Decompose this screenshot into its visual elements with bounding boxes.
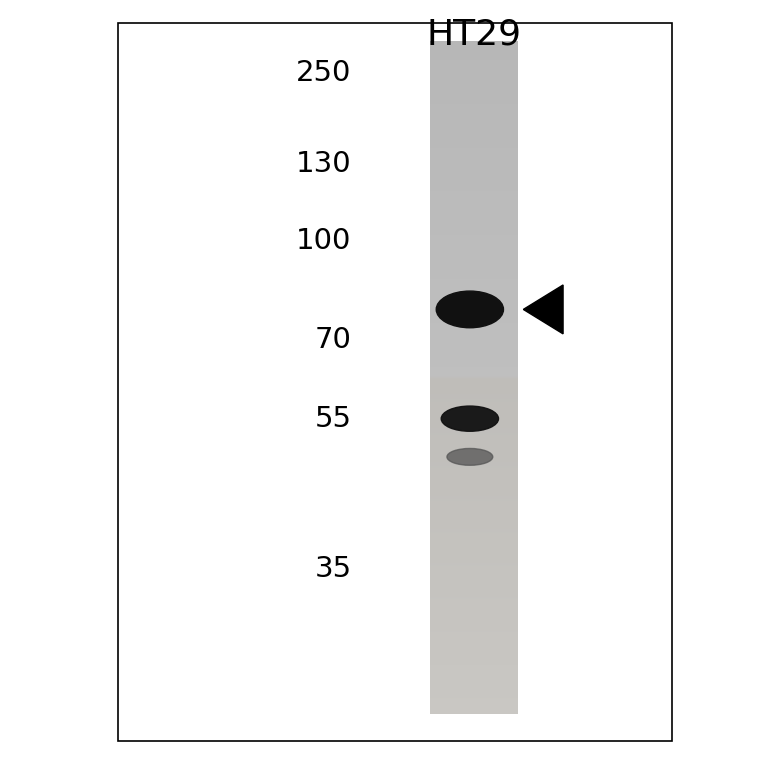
Ellipse shape xyxy=(436,291,503,328)
Text: 130: 130 xyxy=(296,151,351,178)
Polygon shape xyxy=(523,285,563,334)
Text: 55: 55 xyxy=(315,405,351,432)
Ellipse shape xyxy=(441,406,498,431)
Text: 70: 70 xyxy=(315,326,351,354)
Text: HT29: HT29 xyxy=(426,18,521,51)
Ellipse shape xyxy=(447,448,493,465)
Bar xyxy=(118,23,672,741)
Text: 35: 35 xyxy=(314,555,351,583)
Text: 250: 250 xyxy=(296,59,351,86)
Text: 100: 100 xyxy=(296,227,351,254)
